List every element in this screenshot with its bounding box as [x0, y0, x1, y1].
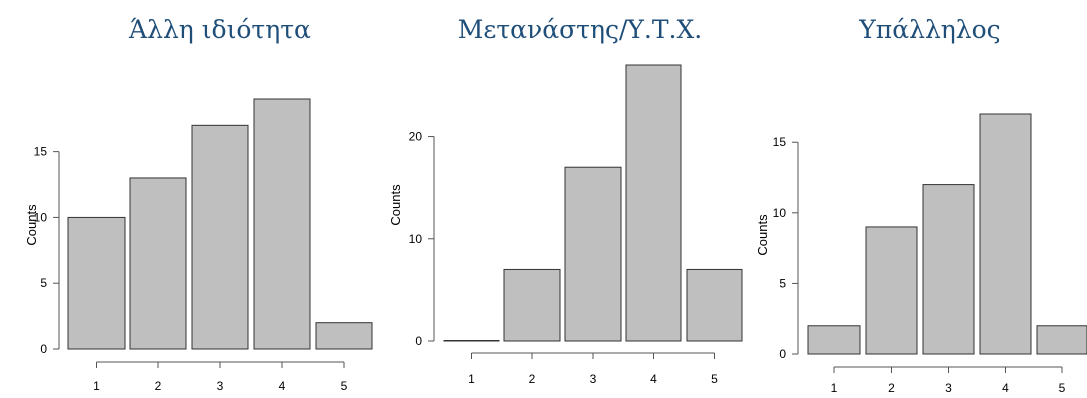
bar-chart1-cat2 — [129, 177, 187, 350]
y-axis-title-chart1: Counts — [24, 204, 39, 246]
x-tick-label-chart1-4: 4 — [279, 379, 286, 393]
bar-chart1-cat5 — [315, 322, 373, 350]
y-tick-label-chart2-20: 20 — [409, 130, 423, 144]
x-tick-label-chart2-4: 4 — [650, 372, 657, 386]
x-tick-label-chart3-4: 4 — [1002, 381, 1009, 395]
bar-chart3-cat1 — [807, 325, 861, 355]
x-tick-label-chart2-5: 5 — [711, 372, 718, 386]
x-tick-label-chart2-2: 2 — [529, 372, 536, 386]
x-tick-label-chart3-2: 2 — [888, 381, 895, 395]
x-tick-label-chart1-5: 5 — [341, 379, 348, 393]
bar-chart2-cat2 — [503, 268, 561, 342]
chart-title-2: Μετανάστης/Υ.Τ.Χ. — [457, 15, 703, 44]
x-tick-label-chart2-3: 3 — [590, 372, 597, 386]
bar-chart1-cat4 — [253, 98, 311, 350]
y-tick-label-chart3-10: 10 — [773, 206, 787, 220]
bar-chart2-cat1 — [443, 340, 500, 342]
y-axis-title-chart2: Counts — [388, 184, 403, 226]
bar-chart2-cat5 — [686, 268, 743, 342]
y-tick-label-chart3-0: 0 — [779, 347, 786, 361]
bar-chart2-cat4 — [625, 64, 682, 342]
y-tick-label-chart1-15: 15 — [34, 145, 48, 159]
y-tick-label-chart3-5: 5 — [779, 276, 786, 290]
y-tick-label-chart1-10: 10 — [34, 210, 48, 224]
bar-chart3-cat4 — [979, 113, 1032, 355]
x-tick-label-chart3-5: 5 — [1059, 381, 1066, 395]
y-tick-label-chart1-0: 0 — [40, 342, 47, 356]
x-tick-label-chart1-2: 2 — [155, 379, 162, 393]
x-tick-label-chart2-1: 1 — [468, 372, 475, 386]
bar-chart1-cat3 — [191, 124, 249, 350]
x-tick-label-chart1-3: 3 — [217, 379, 224, 393]
y-tick-label-chart2-0: 0 — [415, 334, 422, 348]
bar-chart3-cat3 — [922, 184, 975, 355]
bar-chart3-cat2 — [865, 226, 918, 355]
y-axis-title-chart3: Counts — [755, 214, 770, 256]
bar-chart3-cat5 — [1036, 325, 1087, 355]
chart-title-3: Υπάλληλος — [859, 15, 1001, 44]
y-tick-label-chart3-15: 15 — [773, 135, 787, 149]
y-tick-label-chart2-10: 10 — [409, 232, 423, 246]
y-tick-label-chart1-5: 5 — [40, 276, 47, 290]
x-tick-label-chart1-1: 1 — [93, 379, 100, 393]
bar-chart1-cat1 — [67, 216, 126, 350]
bar-chart2-cat3 — [564, 166, 622, 342]
chart-title-1: Άλλη ιδιότητα — [129, 15, 311, 44]
x-tick-label-chart3-1: 1 — [831, 381, 838, 395]
x-tick-label-chart3-3: 3 — [945, 381, 952, 395]
